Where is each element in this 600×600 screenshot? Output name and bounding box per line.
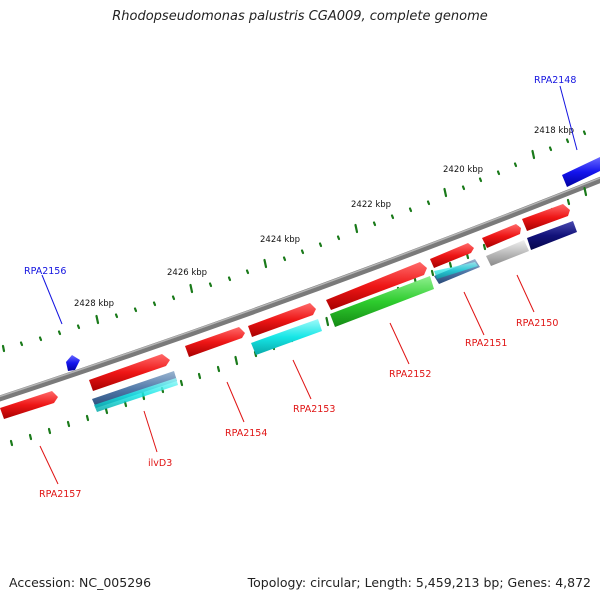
- label-leaders: [39, 85, 578, 485]
- cds-rpa2157[interactable]: [0, 391, 58, 419]
- label-rpa2151[interactable]: RPA2151: [465, 338, 507, 349]
- scale-label-2424: 2424 kbp: [260, 235, 300, 245]
- label-rpa2148[interactable]: RPA2148: [534, 75, 576, 86]
- genome-backbone-highlight: [0, 177, 600, 398]
- label-rpa2153[interactable]: RPA2153: [293, 404, 335, 415]
- label-ilvd3[interactable]: ilvD3: [148, 458, 172, 469]
- cds-rpa2153[interactable]: [248, 303, 316, 337]
- label-rpa2152[interactable]: RPA2152: [389, 369, 431, 380]
- cds-rpa2151[interactable]: [430, 243, 474, 268]
- cds-ilvd3[interactable]: [89, 354, 170, 391]
- label-rpa2157[interactable]: RPA2157: [39, 489, 81, 500]
- topology-text: Topology: circular; Length: 5,459,213 bp…: [247, 575, 591, 590]
- scale-label-2418: 2418 kbp: [534, 126, 574, 136]
- cds-rpa2150b[interactable]: [522, 204, 570, 231]
- label-rpa2154[interactable]: RPA2154: [225, 428, 267, 439]
- cds-rpa2150a[interactable]: [482, 224, 521, 248]
- genome-backbone: [0, 176, 600, 402]
- forward-cds-rpa2156[interactable]: [66, 355, 80, 371]
- map-title: Rhodopseudomonas palustris CGA009, compl…: [112, 9, 488, 24]
- scale-label-2422: 2422 kbp: [351, 200, 391, 210]
- scale-label-2428: 2428 kbp: [74, 299, 114, 309]
- accession-text: Accession: NC_005296: [9, 575, 152, 590]
- outer-scale-ruler: [1, 130, 587, 353]
- cds-rpa2152[interactable]: [326, 262, 427, 310]
- forward-cds-rpa2148[interactable]: [562, 157, 600, 187]
- label-rpa2156[interactable]: RPA2156: [24, 266, 66, 277]
- scale-label-2426: 2426 kbp: [167, 268, 207, 278]
- inner-feature-tracks: [92, 221, 577, 412]
- label-rpa2150[interactable]: RPA2150: [516, 318, 558, 329]
- scale-label-2420: 2420 kbp: [443, 165, 483, 175]
- reverse-cds-blocks[interactable]: [0, 204, 570, 419]
- cds-rpa2154[interactable]: [185, 327, 245, 357]
